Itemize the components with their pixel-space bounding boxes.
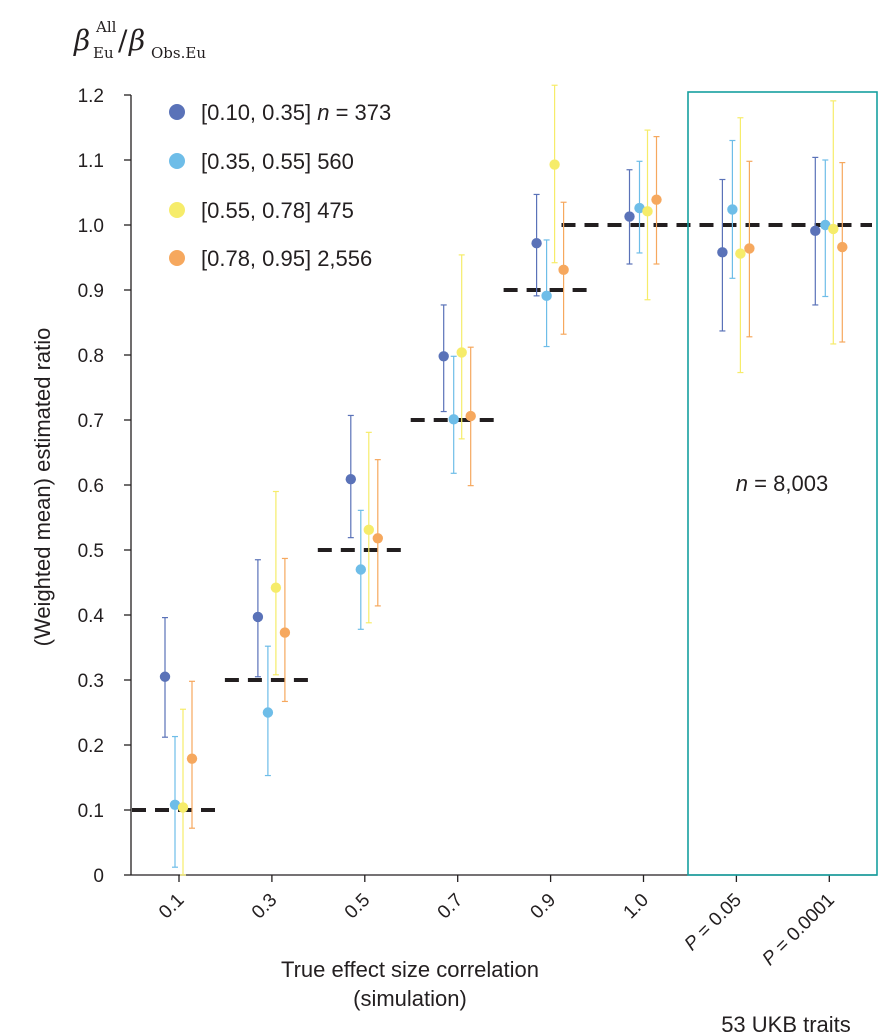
corner-title-sup-1: All: [95, 18, 117, 36]
corner-title-beta-2: β: [128, 24, 145, 57]
x-tick-label: 0.9: [527, 890, 561, 924]
point-series-3: [828, 223, 839, 235]
corner-title-sub-1: Eu: [93, 44, 114, 62]
point-series-2: [634, 202, 645, 214]
point-series-4: [372, 533, 383, 544]
y-tick-label: 1.2: [78, 86, 104, 107]
legend-series-1-n-symbol: n: [317, 100, 329, 125]
legend-label-series-1: [0.10, 0.35] n = 373: [201, 100, 391, 125]
point-series-1: [345, 473, 356, 485]
x-tick-label: 0.1: [155, 890, 189, 924]
x-tick-label: 0.3: [248, 890, 282, 924]
legend-series-1-n-value: = 373: [329, 100, 391, 125]
point-series-1: [252, 611, 264, 623]
ukb-sample-size-annotation: n = 8,003: [736, 471, 828, 496]
point-series-4: [279, 627, 291, 638]
y-axis-title: (Weighted mean) estimated ratio: [30, 328, 55, 647]
point-series-1: [624, 211, 635, 222]
point-series-3: [735, 248, 746, 259]
legend-marker-series-1: [169, 104, 185, 120]
point-series-2: [820, 219, 831, 231]
x-axis: 0.1 0.3 0.5 0.7 0.9 1.0 P = 0.05P = 0.0001: [131, 874, 877, 970]
point-series-2: [262, 707, 274, 718]
point-series-1: [531, 238, 542, 249]
point-series-1: [159, 671, 171, 682]
x-axis-title-line-2: (simulation): [353, 986, 467, 1011]
corner-title-sub-2: Obs.Eu: [151, 44, 206, 62]
y-tick-label: 0: [93, 866, 104, 887]
y-tick-label: 0.9: [78, 281, 104, 302]
point-series-2: [355, 564, 366, 575]
point-series-1: [717, 247, 728, 258]
ukb-n-value: = 8,003: [748, 471, 828, 496]
point-series-4: [837, 241, 848, 253]
ukb-n-symbol: n: [736, 471, 748, 496]
true-value-markers: [132, 223, 872, 812]
point-series-3: [642, 206, 653, 217]
legend-label-series-3: [0.55, 0.78] 475: [201, 198, 354, 223]
x-tick-label: P = 0.0001: [759, 890, 839, 970]
y-tick-label: 0.1: [78, 801, 104, 822]
y-tick-label: 1.1: [78, 151, 104, 172]
x-tick-label: 0.5: [341, 890, 375, 924]
data-points: [159, 159, 848, 813]
y-tick-label: 1.0: [78, 216, 104, 237]
point-series-4: [651, 194, 662, 205]
x-axis-title-line-1: True effect size correlation: [281, 957, 539, 982]
point-series-2: [727, 204, 738, 215]
legend-label-series-4: [0.78, 0.95] 2,556: [201, 246, 372, 271]
legend-marker-series-2: [169, 153, 185, 169]
ukb-traits-highlight-box: [687, 91, 878, 876]
y-tick-label: 0.5: [78, 541, 104, 562]
point-series-1: [438, 351, 449, 362]
legend: [0.10, 0.35] n = 373 [0.35, 0.55] 560 [0…: [169, 100, 391, 271]
x-tick-label: P = 0.05: [681, 890, 746, 955]
x-tick-label: 0.7: [434, 890, 468, 924]
point-series-4: [744, 243, 755, 254]
y-tick-label: 0.6: [78, 476, 104, 497]
point-series-3: [456, 347, 467, 358]
point-series-2: [169, 799, 181, 810]
y-tick-label: 0.8: [78, 346, 104, 367]
point-series-3: [549, 159, 560, 170]
point-series-2: [541, 290, 552, 302]
y-tick-label: 0.7: [78, 411, 104, 432]
point-series-4: [186, 753, 198, 764]
corner-title-slash: /: [118, 24, 128, 57]
point-series-2: [448, 414, 459, 425]
point-series-4: [465, 410, 476, 422]
x-tick-label-threshold: = 0.0001: [768, 890, 839, 961]
y-tick-label: 0.2: [78, 736, 104, 757]
point-series-3: [270, 582, 282, 593]
y-tick-label: 0.4: [78, 606, 105, 627]
corner-title: β All Eu / β Obs.Eu: [73, 17, 206, 62]
point-series-3: [363, 524, 374, 536]
legend-label-series-2: [0.35, 0.55] 560: [201, 149, 354, 174]
legend-marker-series-3: [169, 202, 185, 218]
y-tick-label: 0.3: [78, 671, 104, 692]
point-series-4: [558, 264, 569, 276]
ukb-traits-caption: 53 UKB traits: [721, 1012, 851, 1032]
point-series-1: [810, 225, 821, 237]
corner-title-beta-1: β: [73, 24, 90, 57]
y-axis: 0 0.1 0.2 0.3 0.4 0.5 0.6 0.7 0.8 0.9 1.0 1.1 1.2: [78, 86, 132, 887]
legend-marker-series-4: [169, 250, 185, 266]
x-tick-label-threshold: = 0.05: [690, 890, 746, 946]
x-tick-label: 1.0: [620, 890, 654, 924]
legend-series-1-range: [0.10, 0.35]: [201, 100, 311, 125]
point-series-3: [177, 802, 189, 813]
